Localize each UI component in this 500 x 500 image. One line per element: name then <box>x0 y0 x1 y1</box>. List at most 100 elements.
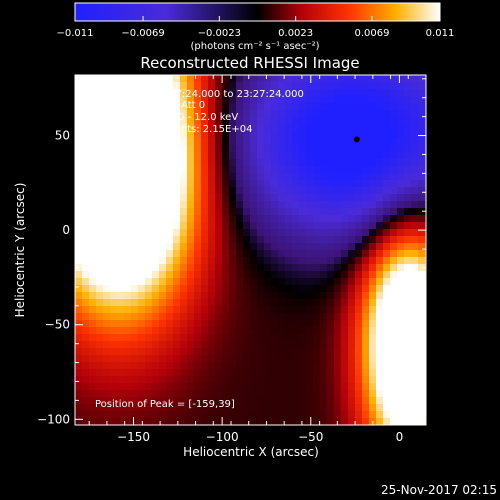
heatmap-cell <box>369 215 376 222</box>
heatmap-cell <box>334 187 341 194</box>
heatmap-cell <box>271 264 278 271</box>
heatmap-cell <box>397 173 404 180</box>
heatmap-cell <box>376 82 383 89</box>
heatmap-cell <box>418 299 425 306</box>
heatmap-cell <box>243 264 250 271</box>
heatmap-cell <box>257 222 264 229</box>
heatmap-cell <box>124 334 131 341</box>
heatmap-cell <box>75 320 82 327</box>
heatmap-cell <box>124 215 131 222</box>
heatmap-cell <box>383 208 390 215</box>
heatmap-cell <box>418 334 425 341</box>
heatmap-cell <box>334 229 341 236</box>
heatmap-cell <box>229 341 236 348</box>
heatmap-cell <box>271 229 278 236</box>
heatmap-cell <box>411 313 418 320</box>
heatmap-cell <box>376 124 383 131</box>
heatmap-cell <box>89 173 96 180</box>
heatmap-cell <box>152 390 159 397</box>
heatmap-cell <box>236 229 243 236</box>
heatmap-cell <box>173 187 180 194</box>
heatmap-cell <box>187 103 194 110</box>
heatmap-cell <box>264 313 271 320</box>
heatmap-cell <box>264 194 271 201</box>
heatmap-cell <box>138 334 145 341</box>
heatmap-cell <box>348 278 355 285</box>
heatmap-cell <box>390 376 397 383</box>
heatmap-cell <box>222 96 229 103</box>
heatmap-cell <box>89 299 96 306</box>
heatmap-cell <box>306 390 313 397</box>
heatmap-cell <box>320 404 327 411</box>
heatmap-cell <box>145 145 152 152</box>
heatmap-cell <box>257 383 264 390</box>
x-tick-label: −50 <box>298 430 323 444</box>
heatmap-cell <box>103 166 110 173</box>
heatmap-cell <box>82 306 89 313</box>
heatmap-cell <box>306 306 313 313</box>
heatmap-cell <box>383 215 390 222</box>
heatmap-cell <box>117 292 124 299</box>
heatmap-cell <box>306 362 313 369</box>
heatmap-cell <box>145 89 152 96</box>
heatmap-cell <box>264 208 271 215</box>
heatmap-cell <box>369 201 376 208</box>
heatmap-cell <box>110 250 117 257</box>
heatmap-cell <box>82 271 89 278</box>
heatmap-cell <box>159 271 166 278</box>
heatmap-cell <box>194 215 201 222</box>
heatmap-cell <box>243 327 250 334</box>
heatmap-cell <box>96 110 103 117</box>
heatmap-cell <box>166 89 173 96</box>
heatmap-cell <box>145 222 152 229</box>
heatmap-cell <box>278 292 285 299</box>
heatmap-cell <box>299 327 306 334</box>
heatmap-cell <box>131 257 138 264</box>
heatmap-cell <box>75 334 82 341</box>
heatmap-cell <box>278 236 285 243</box>
heatmap-cell <box>229 320 236 327</box>
heatmap-cell <box>250 243 257 250</box>
heatmap-cell <box>152 348 159 355</box>
heatmap-cell <box>96 124 103 131</box>
heatmap-cell <box>369 390 376 397</box>
heatmap-cell <box>173 145 180 152</box>
heatmap-cell <box>131 75 138 82</box>
heatmap-cell <box>152 117 159 124</box>
heatmap-cell <box>173 75 180 82</box>
heatmap-cell <box>152 194 159 201</box>
heatmap-cell <box>131 187 138 194</box>
heatmap-cell <box>103 110 110 117</box>
heatmap-cell <box>285 194 292 201</box>
heatmap-cell <box>145 229 152 236</box>
heatmap-cell <box>82 208 89 215</box>
heatmap-cell <box>257 334 264 341</box>
heatmap-cell <box>334 285 341 292</box>
heatmap-cell <box>313 96 320 103</box>
heatmap-cell <box>187 306 194 313</box>
heatmap-cell <box>75 201 82 208</box>
heatmap-cell <box>369 327 376 334</box>
heatmap-cell <box>194 369 201 376</box>
heatmap-cell <box>110 96 117 103</box>
heatmap-cell <box>110 243 117 250</box>
heatmap-cell <box>173 355 180 362</box>
heatmap-cell <box>418 271 425 278</box>
heatmap-cell <box>264 82 271 89</box>
heatmap-cell <box>117 110 124 117</box>
heatmap-cell <box>292 96 299 103</box>
heatmap-cell <box>173 292 180 299</box>
heatmap-cell <box>369 320 376 327</box>
heatmap-cell <box>124 110 131 117</box>
heatmap-cell <box>145 110 152 117</box>
heatmap-cell <box>124 397 131 404</box>
heatmap-cell <box>250 152 257 159</box>
heatmap-cell <box>173 131 180 138</box>
colorbar-tick-label: −0.011 <box>56 28 93 39</box>
heatmap-cell <box>355 75 362 82</box>
heatmap-cell <box>250 208 257 215</box>
heatmap-cell <box>334 397 341 404</box>
heatmap-cell <box>313 341 320 348</box>
heatmap-cell <box>348 138 355 145</box>
heatmap-cell <box>334 327 341 334</box>
